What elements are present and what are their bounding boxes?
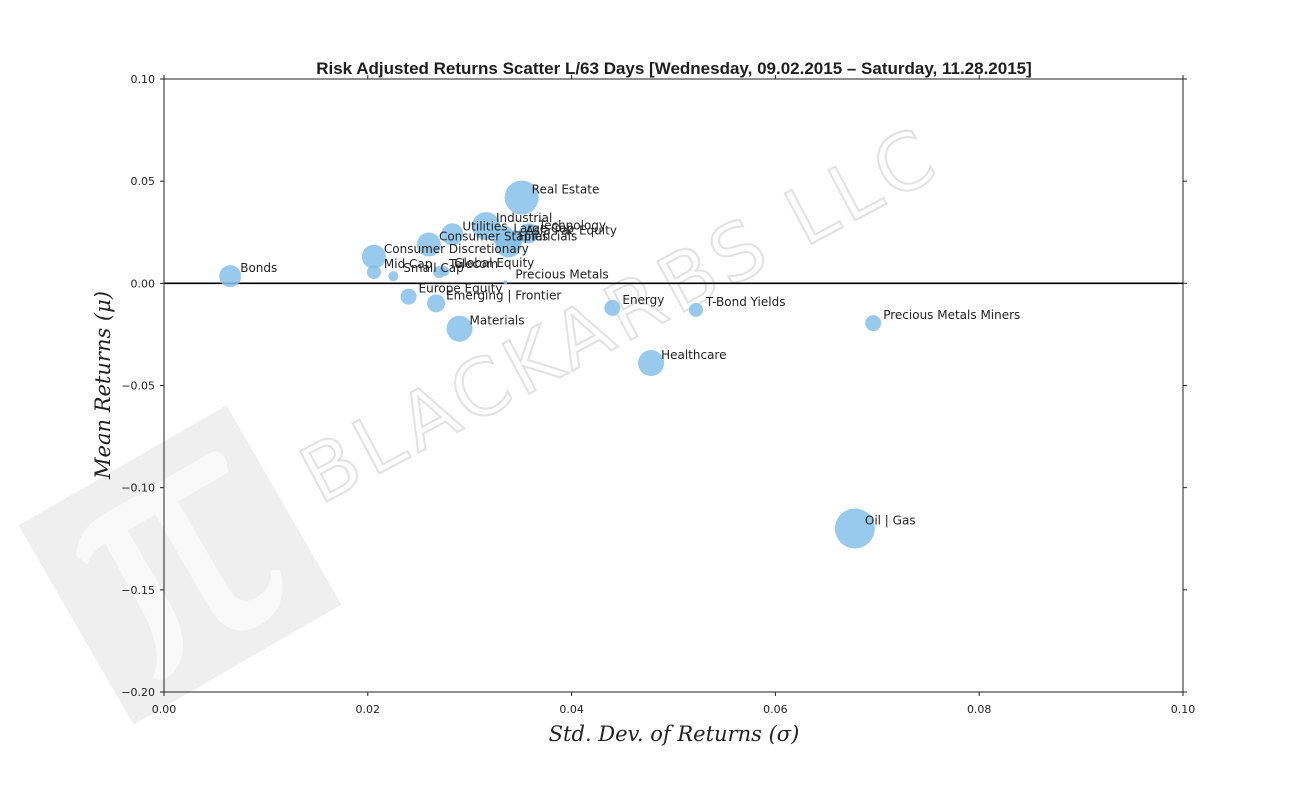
y-tick-label: −0.15 [121, 584, 155, 597]
watermark-text: BLACKARBS LLC [287, 110, 955, 522]
point-label: Global Equity [454, 256, 534, 270]
point-label: Large Cap [513, 221, 574, 235]
x-tick-label: 0.00 [152, 703, 177, 716]
points-group [219, 180, 882, 549]
x-tick-label: 0.06 [763, 703, 788, 716]
point-label: Utilities [462, 219, 507, 233]
scatter-point [503, 280, 508, 285]
x-axis-label: Std. Dev. of Returns (σ) [549, 722, 800, 746]
scatter-point [441, 223, 464, 246]
scatter-point [446, 315, 473, 342]
point-label: Technology [538, 218, 606, 232]
x-axis: 0.00 0.02 0.04 0.06 0.08 0.10 [152, 75, 1196, 716]
scatter-point [865, 315, 882, 332]
point-label: Asia Pac Equity [526, 223, 617, 237]
chart-title: Risk Adjusted Returns Scatter L/63 Days … [316, 59, 1032, 78]
y-tick-label: −0.05 [121, 380, 155, 393]
point-label: Energy [622, 293, 664, 307]
point-label: Telecom [448, 257, 498, 271]
point-label: Materials [470, 314, 525, 328]
point-label: Mid Cap [384, 257, 432, 271]
x-tick-label: 0.10 [1171, 703, 1196, 716]
point-label: Oil | Gas [865, 514, 916, 528]
point-label: Real Estate [532, 183, 600, 197]
scatter-point [388, 271, 399, 282]
scatter-point [366, 265, 381, 280]
pi-logo-icon [18, 405, 342, 725]
point-label: Consumer Discretionary [384, 242, 529, 256]
point-label: T-Bond Yields [705, 295, 786, 309]
x-tick-label: 0.04 [559, 703, 584, 716]
point-label: Precious Metals [515, 267, 608, 281]
scatter-point [638, 350, 665, 377]
point-label: Precious Metals Miners [883, 308, 1020, 322]
scatter-point [219, 265, 242, 288]
scatter-point [507, 230, 524, 247]
point-label: Financials [518, 230, 577, 244]
point-label: Emerging | Frontier [446, 288, 561, 302]
x-tick-label: 0.08 [967, 703, 992, 716]
scatter-point [504, 180, 539, 215]
point-label: Bonds [240, 261, 277, 275]
y-tick-label: 0.10 [131, 73, 156, 86]
point-label: Healthcare [661, 348, 726, 362]
scatter-point [361, 244, 386, 269]
scatter-point [416, 232, 441, 257]
scatter-point [439, 266, 450, 277]
x-tick-label: 0.02 [356, 703, 381, 716]
point-label: Industrial [496, 211, 552, 225]
point-label: Consumer Staples [439, 230, 548, 244]
y-tick-label: 0.00 [131, 277, 156, 290]
scatter-point [518, 223, 539, 244]
y-tick-label: −0.10 [121, 482, 155, 495]
scatter-point [604, 299, 621, 316]
point-label: Small Cap [403, 261, 464, 275]
y-axis: 0.10 0.05 0.00 −0.05 −0.10 −0.15 −0.20 [121, 73, 1187, 699]
scatter-point [427, 294, 446, 313]
y-tick-label: 0.05 [131, 175, 156, 188]
scatter-point [834, 508, 875, 549]
watermark: BLACKARBS LLC [18, 109, 955, 725]
scatter-point [400, 288, 417, 305]
scatter-point [688, 302, 703, 317]
y-axis-label: Mean Returns (μ) [91, 291, 115, 480]
point-label: Europe Equity [419, 282, 503, 296]
y-tick-label: −0.20 [121, 686, 155, 699]
